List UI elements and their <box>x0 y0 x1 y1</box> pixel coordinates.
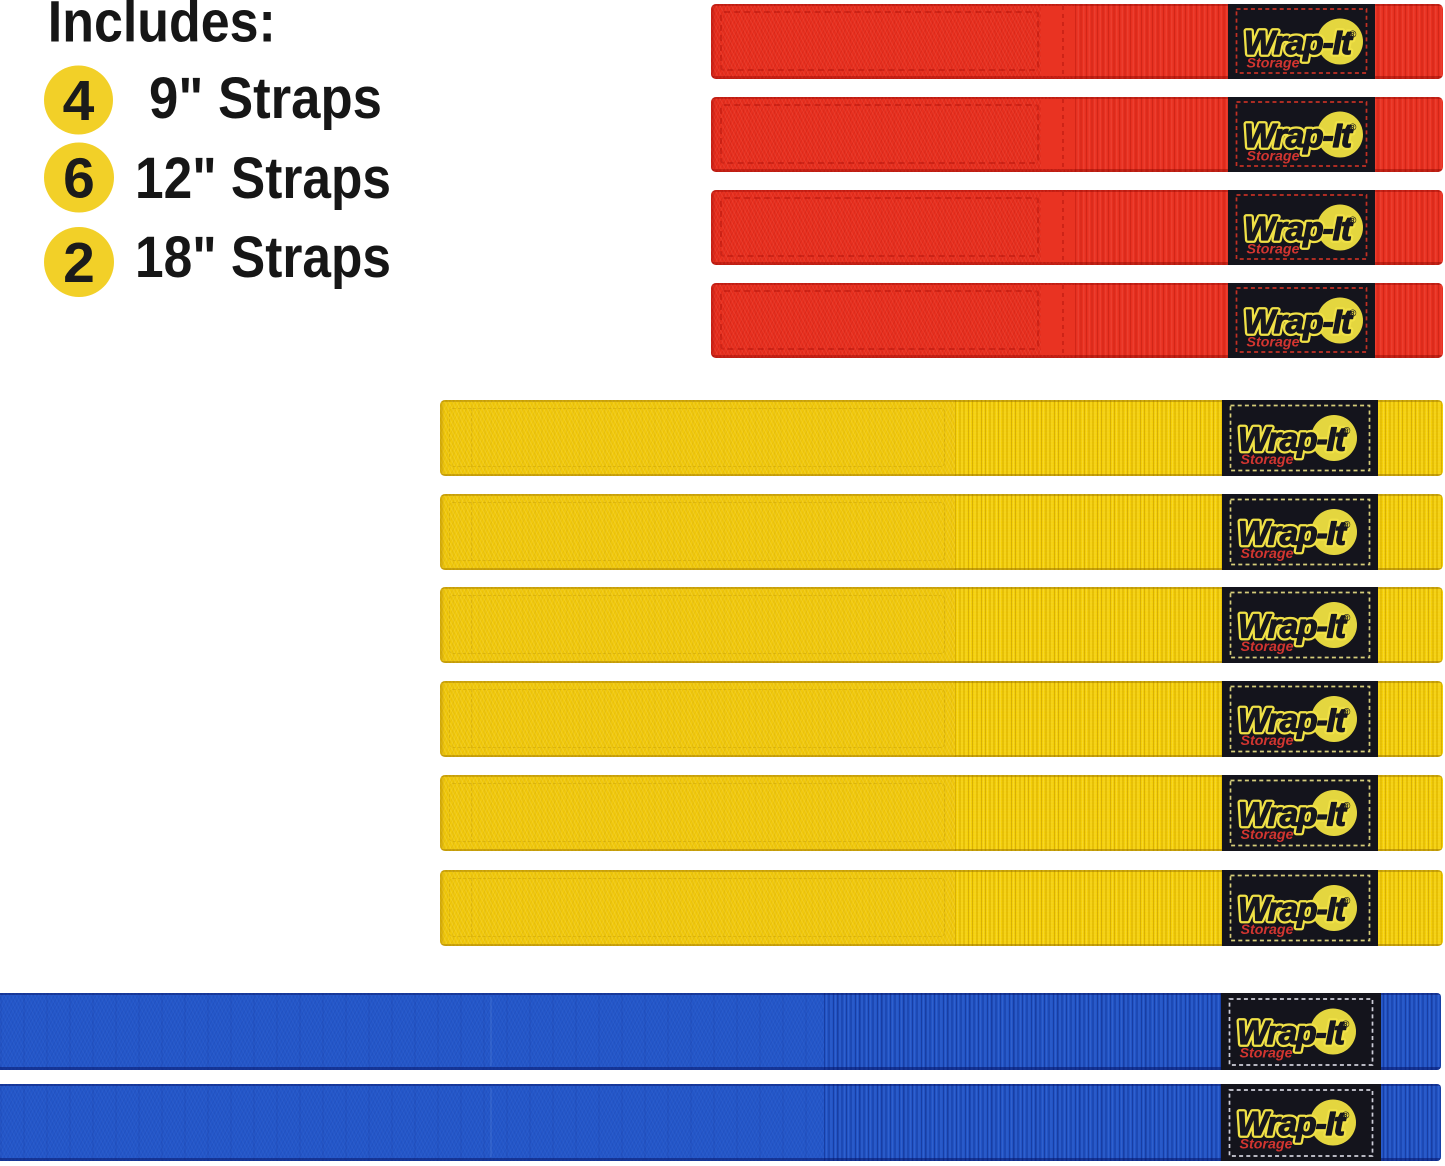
svg-text:2: 2 <box>63 231 95 295</box>
svg-text:4: 4 <box>63 69 95 133</box>
svg-text:9" Straps: 9" Straps <box>149 66 382 131</box>
svg-text:18" Straps: 18" Straps <box>135 225 391 290</box>
svg-text:Includes:: Includes: <box>48 0 276 55</box>
svg-text:12" Straps: 12" Straps <box>135 146 391 211</box>
svg-text:6: 6 <box>63 147 95 211</box>
